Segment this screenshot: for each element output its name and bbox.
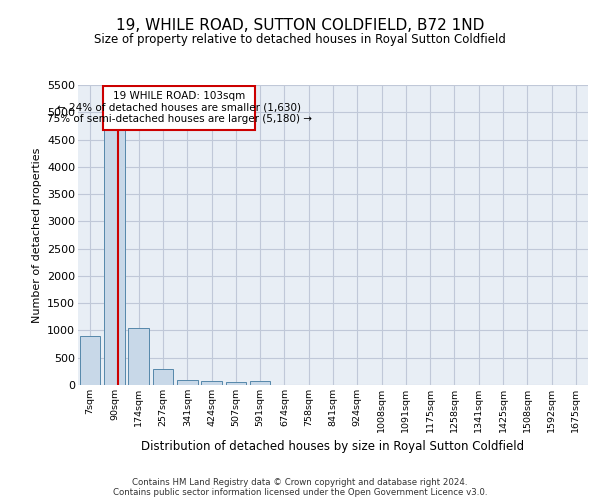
X-axis label: Distribution of detached houses by size in Royal Sutton Coldfield: Distribution of detached houses by size … [142,440,524,454]
Bar [128,328,149,385]
Text: ← 24% of detached houses are smaller (1,630): ← 24% of detached houses are smaller (1,… [57,102,301,113]
Bar [177,380,197,385]
Text: 19, WHILE ROAD, SUTTON COLDFIELD, B72 1ND: 19, WHILE ROAD, SUTTON COLDFIELD, B72 1N… [116,18,484,32]
Text: Contains public sector information licensed under the Open Government Licence v3: Contains public sector information licen… [113,488,487,497]
Bar [152,368,173,385]
Bar [104,107,125,385]
Bar [201,380,222,385]
Bar [103,86,255,130]
Text: Size of property relative to detached houses in Royal Sutton Coldfield: Size of property relative to detached ho… [94,32,506,46]
Text: Contains HM Land Registry data © Crown copyright and database right 2024.: Contains HM Land Registry data © Crown c… [132,478,468,487]
Text: 19 WHILE ROAD: 103sqm: 19 WHILE ROAD: 103sqm [113,91,245,101]
Bar [250,381,271,385]
Text: 75% of semi-detached houses are larger (5,180) →: 75% of semi-detached houses are larger (… [47,114,311,124]
Y-axis label: Number of detached properties: Number of detached properties [32,148,41,322]
Bar [226,382,246,385]
Bar [80,336,100,385]
